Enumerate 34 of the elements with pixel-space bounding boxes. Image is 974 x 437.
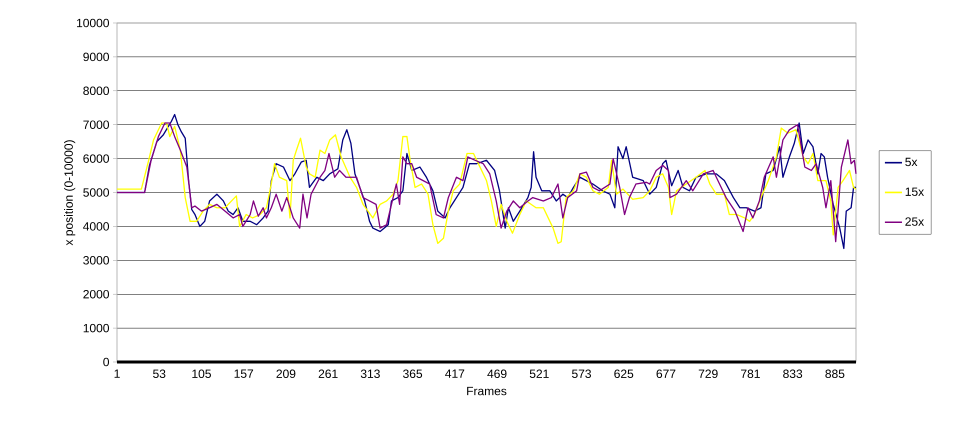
y-tick-label: 8000 bbox=[83, 86, 109, 96]
y-tick-label: 3000 bbox=[83, 256, 109, 265]
y-tick-label: 10000 bbox=[77, 18, 109, 28]
x-tick-label: 417 bbox=[445, 370, 464, 378]
x-tick-label: 365 bbox=[403, 370, 422, 378]
x-tick-label: 885 bbox=[825, 370, 844, 378]
x-tick-label: 573 bbox=[572, 370, 591, 378]
legend-label: 25x bbox=[905, 217, 924, 226]
y-tick-label: 6000 bbox=[83, 154, 109, 163]
x-tick-label: 469 bbox=[487, 370, 506, 378]
y-tick-label: 9000 bbox=[83, 52, 109, 62]
x-tick-label: 781 bbox=[741, 370, 760, 378]
x-tick-label: 53 bbox=[153, 370, 166, 378]
x-tick-label: 833 bbox=[783, 370, 802, 378]
y-tick-label: 0 bbox=[103, 358, 110, 366]
y-tick-label: 7000 bbox=[83, 120, 109, 129]
x-tick-label: 209 bbox=[276, 370, 296, 378]
legend-label: 15x bbox=[906, 188, 924, 196]
x-tick-label: 157 bbox=[234, 370, 254, 378]
x-tick-label: 677 bbox=[656, 370, 676, 378]
y-tick-label: 5000 bbox=[83, 188, 109, 197]
x-tick-label: 625 bbox=[614, 370, 634, 378]
y-tick-label: 4000 bbox=[83, 222, 109, 231]
x-tick-label: 313 bbox=[360, 370, 380, 378]
legend-label: 5x bbox=[905, 158, 918, 166]
y-tick-label: 2000 bbox=[83, 290, 109, 298]
x-tick-label: 1 bbox=[114, 370, 120, 378]
x-tick-label: 261 bbox=[318, 370, 338, 378]
y-tick-label: 1000 bbox=[84, 324, 109, 332]
x-tick-label: 521 bbox=[530, 370, 549, 378]
x-tick-label: 729 bbox=[698, 370, 718, 378]
y-axis-title: x position (0-10000) bbox=[64, 140, 76, 246]
x-tick-label: 105 bbox=[192, 370, 211, 378]
x-axis-title: Frames bbox=[467, 386, 506, 396]
